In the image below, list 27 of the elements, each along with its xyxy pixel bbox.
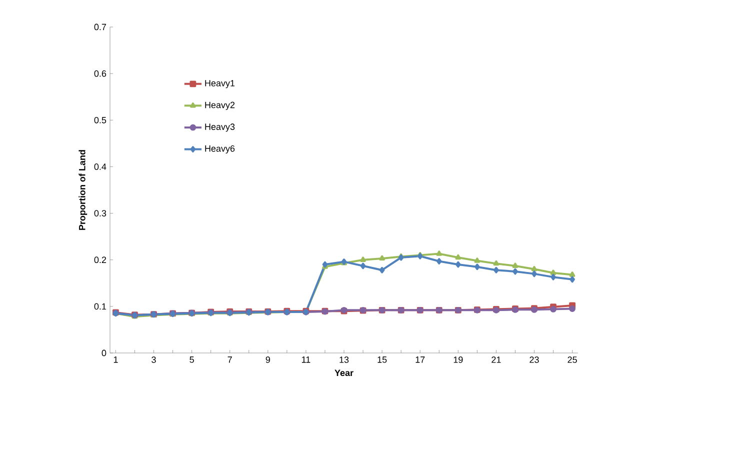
x-tick-label: 9	[266, 356, 270, 363]
y-tick-label: 0	[102, 350, 106, 356]
x-tick-label: 13	[340, 356, 349, 363]
x-tick-label: 23	[530, 356, 539, 363]
y-tick-label: 0.3	[94, 210, 106, 216]
x-tick-label: 7	[228, 356, 232, 363]
legend-label: Heavy3	[205, 124, 235, 132]
y-tick-label: 0.1	[94, 303, 106, 310]
x-tick-label: 25	[568, 356, 577, 363]
x-axis-title: Year	[334, 370, 354, 376]
y-tick-label: 0.2	[94, 256, 106, 264]
y-tick-label: 0.5	[94, 116, 106, 124]
y-tick-label: 0.4	[94, 164, 106, 170]
y-tick-label: 0.6	[94, 70, 106, 77]
x-tick-label: 17	[416, 356, 425, 363]
x-tick-label: 15	[378, 356, 387, 363]
legend-label: Heavy6	[205, 145, 235, 154]
x-tick-label: 11	[302, 356, 310, 363]
y-axis-title: Proportion of Land	[78, 150, 88, 230]
legend-label: Heavy2	[205, 102, 235, 110]
x-tick-label: 5	[190, 356, 194, 363]
x-tick-label: 3	[152, 356, 156, 363]
x-tick-label: 21	[492, 356, 501, 363]
y-tick-label: 0.7	[94, 24, 106, 30]
legend-label: Heavy1	[205, 80, 235, 88]
x-tick-label: 1	[114, 356, 118, 363]
x-tick-label: 19	[454, 356, 463, 363]
